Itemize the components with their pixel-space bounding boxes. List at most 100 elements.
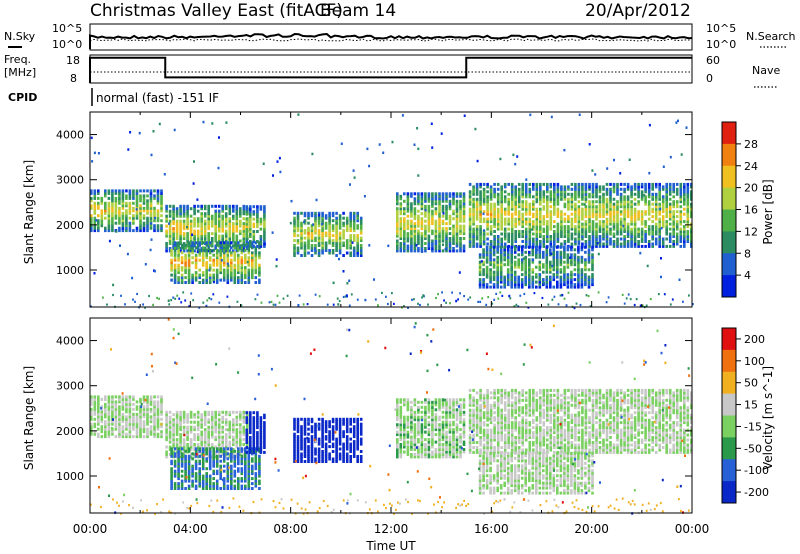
- power-cell: [245, 222, 249, 226]
- power-cell: [566, 275, 570, 279]
- power-cell: [259, 244, 263, 248]
- power-cell: [431, 217, 434, 221]
- power-cell: [111, 201, 114, 205]
- power-cell: [228, 227, 232, 231]
- velocity-cell: [177, 469, 180, 473]
- power-cell: [244, 273, 247, 277]
- power-cell: [503, 258, 506, 262]
- power-cell: [563, 297, 566, 300]
- power-cell: [556, 235, 560, 238]
- power-cell: [551, 264, 554, 268]
- power-cell: [170, 266, 173, 270]
- velocity-cell: [239, 410, 242, 414]
- power-cell: [514, 190, 517, 194]
- power-cell: [482, 210, 486, 214]
- power-cell: [324, 231, 328, 235]
- power-cell: [136, 292, 138, 296]
- velocity-cell: [230, 467, 233, 471]
- power-cell: [212, 273, 215, 277]
- power-cell: [605, 187, 609, 191]
- power-cell: [324, 224, 328, 228]
- power-cell: [410, 227, 413, 231]
- power-cell: [560, 225, 563, 229]
- power-cell: [619, 212, 623, 216]
- power-cell: [573, 255, 577, 259]
- velocity-cell: [100, 417, 104, 421]
- power-cell: [549, 197, 553, 201]
- power-cell: [538, 285, 542, 289]
- power-cell: [214, 209, 217, 213]
- power-cell: [419, 303, 421, 307]
- power-cell: [654, 205, 658, 209]
- velocity-cell: [240, 477, 244, 481]
- velocity-cell: [97, 400, 100, 404]
- power-cell: [495, 292, 498, 295]
- velocity-cell: [107, 427, 111, 431]
- power-cell: [459, 249, 462, 253]
- power-cell: [595, 195, 598, 199]
- velocity-cell: [233, 464, 237, 468]
- velocity-cell: [194, 462, 198, 466]
- power-cell: [168, 232, 172, 236]
- power-cell: [517, 275, 520, 279]
- power-cell: [566, 253, 570, 257]
- power-cell: [493, 195, 496, 199]
- power-cell: [486, 202, 489, 206]
- power-cell: [489, 197, 493, 201]
- power-cell: [563, 217, 567, 221]
- power-cell: [396, 239, 399, 243]
- power-cell: [307, 221, 310, 225]
- power-cell: [563, 148, 566, 152]
- velocity-cell: [165, 433, 168, 437]
- power-cell: [647, 225, 651, 229]
- power-cell: [366, 147, 369, 151]
- velocity-cell: [214, 435, 217, 439]
- power-cell: [570, 207, 574, 211]
- velocity-cell: [135, 415, 139, 419]
- power-cell: [256, 212, 259, 216]
- velocity-cell: [179, 420, 182, 424]
- velocity-cell: [235, 455, 239, 459]
- power-cell: [616, 217, 619, 221]
- power-cell: [427, 234, 431, 238]
- velocity-cell: [165, 445, 168, 449]
- power-cell: [563, 187, 567, 191]
- power-cell: [445, 222, 448, 226]
- power-cell: [237, 248, 240, 252]
- power-cell: [510, 253, 513, 257]
- power-cell: [349, 239, 352, 243]
- power-cell: [567, 197, 570, 201]
- power-cell: [546, 225, 549, 229]
- velocity-cell: [168, 438, 172, 442]
- power-cell: [410, 214, 413, 218]
- noise-right-tick-bottom: 10^0: [706, 38, 736, 51]
- power-cell: [479, 207, 482, 211]
- velocity-cell: [210, 415, 214, 419]
- power-cell: [567, 230, 570, 233]
- power-cell: [222, 268, 226, 272]
- power-cell: [545, 258, 549, 262]
- power-cell: [459, 214, 462, 218]
- velocity-cell: [97, 405, 100, 409]
- power-cell: [570, 275, 573, 279]
- power-cell: [219, 241, 222, 245]
- power-colorbar-swatch: [722, 231, 736, 254]
- power-cell: [431, 202, 434, 206]
- power-cell: [413, 234, 417, 238]
- power-y-tick-label: 2000: [56, 219, 84, 232]
- power-cell: [452, 192, 455, 196]
- power-cell: [93, 206, 97, 210]
- power-cell: [459, 229, 462, 233]
- power-cell: [591, 237, 595, 241]
- velocity-cell: [194, 447, 198, 451]
- power-cell: [208, 263, 212, 267]
- power-cell: [630, 242, 633, 246]
- power-cell: [598, 222, 602, 226]
- power-cell: [510, 283, 513, 287]
- power-cell: [503, 275, 506, 279]
- power-cell: [328, 221, 331, 225]
- power-cell: [296, 224, 300, 228]
- velocity-cell: [146, 435, 149, 439]
- power-cell: [251, 251, 254, 255]
- velocity-cell: [208, 457, 212, 461]
